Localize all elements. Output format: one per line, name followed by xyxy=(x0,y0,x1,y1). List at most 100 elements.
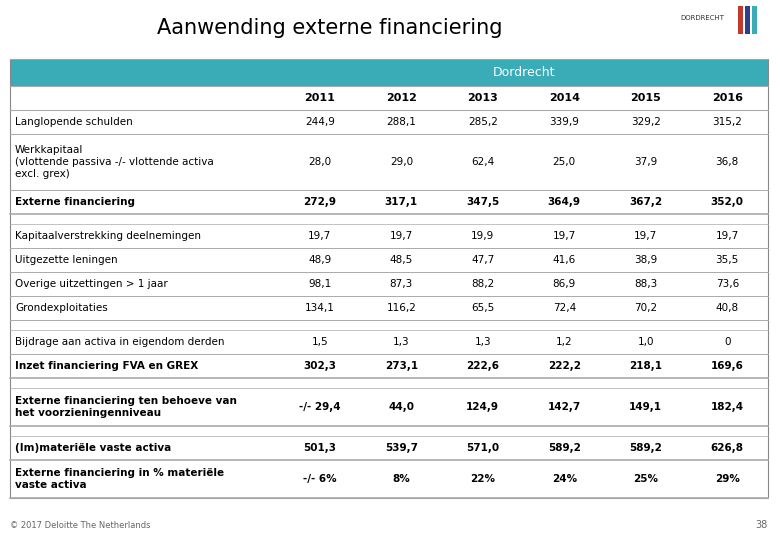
Text: 2014: 2014 xyxy=(549,93,580,103)
Text: 329,2: 329,2 xyxy=(631,117,661,127)
Text: 19,9: 19,9 xyxy=(471,231,495,241)
Text: 8%: 8% xyxy=(392,474,410,484)
Text: 272,9: 272,9 xyxy=(303,197,336,207)
Text: 48,9: 48,9 xyxy=(308,255,332,265)
Text: 62,4: 62,4 xyxy=(471,157,495,167)
Text: 40,8: 40,8 xyxy=(716,303,739,313)
Text: 244,9: 244,9 xyxy=(305,117,335,127)
Text: 315,2: 315,2 xyxy=(712,117,743,127)
Text: 222,2: 222,2 xyxy=(548,361,581,371)
Text: 124,9: 124,9 xyxy=(466,402,499,412)
Text: 339,9: 339,9 xyxy=(549,117,580,127)
Text: -/- 6%: -/- 6% xyxy=(303,474,337,484)
Text: 222,6: 222,6 xyxy=(466,361,499,371)
Text: 285,2: 285,2 xyxy=(468,117,498,127)
Text: 1,5: 1,5 xyxy=(311,337,328,347)
Text: 317,1: 317,1 xyxy=(385,197,418,207)
Text: 142,7: 142,7 xyxy=(548,402,581,412)
Text: Externe financiering in % materiële
vaste activa: Externe financiering in % materiële vast… xyxy=(15,468,224,490)
Text: Langlopende schulden: Langlopende schulden xyxy=(15,117,133,127)
Text: Externe financiering ten behoeve van
het voorzieningenniveau: Externe financiering ten behoeve van het… xyxy=(15,396,237,418)
Text: 29%: 29% xyxy=(714,474,739,484)
Text: 2015: 2015 xyxy=(630,93,661,103)
Text: 589,2: 589,2 xyxy=(548,443,581,453)
Bar xyxy=(10,214,768,224)
Text: Dordrecht: Dordrecht xyxy=(492,65,555,78)
Text: 65,5: 65,5 xyxy=(471,303,495,313)
Text: 1,3: 1,3 xyxy=(393,337,410,347)
Text: 364,9: 364,9 xyxy=(548,197,581,207)
Text: (Im)materiële vaste activa: (Im)materiële vaste activa xyxy=(15,443,172,453)
Text: -/- 29,4: -/- 29,4 xyxy=(299,402,341,412)
Text: 38,9: 38,9 xyxy=(634,255,658,265)
Text: 539,7: 539,7 xyxy=(385,443,418,453)
Bar xyxy=(10,58,768,498)
Text: 273,1: 273,1 xyxy=(385,361,418,371)
Text: 352,0: 352,0 xyxy=(711,197,744,207)
Text: 1,2: 1,2 xyxy=(556,337,573,347)
Text: 2012: 2012 xyxy=(386,93,417,103)
Text: Grondexploitaties: Grondexploitaties xyxy=(15,303,108,313)
Text: 2016: 2016 xyxy=(712,93,743,103)
Text: 302,3: 302,3 xyxy=(303,361,336,371)
Text: 72,4: 72,4 xyxy=(553,303,576,313)
Text: 88,3: 88,3 xyxy=(634,279,658,289)
Bar xyxy=(10,58,768,86)
Text: 367,2: 367,2 xyxy=(629,197,662,207)
Text: 2013: 2013 xyxy=(467,93,498,103)
Text: 25,0: 25,0 xyxy=(553,157,576,167)
Text: 87,3: 87,3 xyxy=(390,279,413,289)
Text: 116,2: 116,2 xyxy=(386,303,417,313)
Bar xyxy=(10,224,768,248)
Text: Inzet financiering FVA en GREX: Inzet financiering FVA en GREX xyxy=(15,361,198,371)
Text: 29,0: 29,0 xyxy=(390,157,413,167)
Text: 38: 38 xyxy=(756,520,768,530)
Text: 25%: 25% xyxy=(633,474,658,484)
Bar xyxy=(10,378,768,388)
Bar xyxy=(10,320,768,330)
Text: 501,3: 501,3 xyxy=(303,443,336,453)
Text: 1,0: 1,0 xyxy=(637,337,654,347)
Bar xyxy=(10,190,768,214)
Text: 589,2: 589,2 xyxy=(629,443,662,453)
Text: 73,6: 73,6 xyxy=(715,279,739,289)
Text: Aanwending externe financiering: Aanwending externe financiering xyxy=(158,18,503,38)
Text: 22%: 22% xyxy=(470,474,495,484)
Bar xyxy=(10,330,768,354)
Bar xyxy=(738,6,743,34)
Text: 169,6: 169,6 xyxy=(711,361,743,371)
Text: 1,3: 1,3 xyxy=(474,337,491,347)
Bar xyxy=(752,6,757,34)
Bar xyxy=(10,460,768,498)
Text: 134,1: 134,1 xyxy=(305,303,335,313)
Bar xyxy=(10,388,768,426)
Text: 218,1: 218,1 xyxy=(629,361,662,371)
Text: DORDRECHT: DORDRECHT xyxy=(680,15,724,21)
Text: 28,0: 28,0 xyxy=(308,157,332,167)
Text: 44,0: 44,0 xyxy=(388,402,414,412)
Text: 19,7: 19,7 xyxy=(715,231,739,241)
Text: 19,7: 19,7 xyxy=(553,231,576,241)
Text: 86,9: 86,9 xyxy=(553,279,576,289)
Text: 19,7: 19,7 xyxy=(390,231,413,241)
Text: 88,2: 88,2 xyxy=(471,279,495,289)
Bar xyxy=(10,436,768,460)
Text: 288,1: 288,1 xyxy=(386,117,417,127)
Bar xyxy=(10,354,768,378)
Text: Kapitaalverstrekking deelnemingen: Kapitaalverstrekking deelnemingen xyxy=(15,231,201,241)
Text: 35,5: 35,5 xyxy=(715,255,739,265)
Text: 36,8: 36,8 xyxy=(715,157,739,167)
Bar xyxy=(10,134,768,190)
Text: 37,9: 37,9 xyxy=(634,157,658,167)
Text: Uitgezette leningen: Uitgezette leningen xyxy=(15,255,118,265)
Text: 0: 0 xyxy=(724,337,731,347)
Text: 19,7: 19,7 xyxy=(308,231,332,241)
Text: 98,1: 98,1 xyxy=(308,279,332,289)
Text: 24%: 24% xyxy=(551,474,577,484)
Text: 626,8: 626,8 xyxy=(711,443,744,453)
Bar xyxy=(745,6,750,34)
Bar xyxy=(10,296,768,320)
Text: Bijdrage aan activa in eigendom derden: Bijdrage aan activa in eigendom derden xyxy=(15,337,225,347)
Text: 149,1: 149,1 xyxy=(629,402,662,412)
Text: Overige uitzettingen > 1 jaar: Overige uitzettingen > 1 jaar xyxy=(15,279,168,289)
